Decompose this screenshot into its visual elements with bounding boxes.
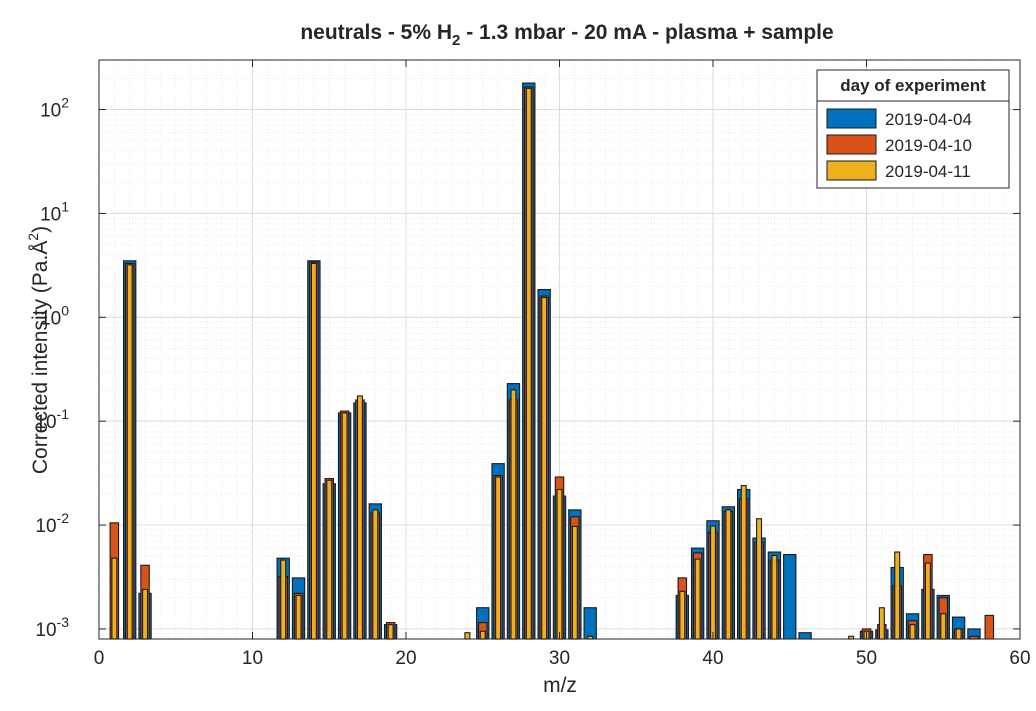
bar-2019-04-11-mz-15 (326, 479, 333, 640)
y-tick-label: 101 (40, 198, 69, 225)
y-tick-label: 102 (40, 95, 69, 122)
bar-2019-04-11-mz-56 (955, 628, 962, 640)
bar-2019-04-11-mz-14 (310, 262, 317, 640)
x-tick-label: 0 (94, 648, 105, 669)
x-tick-label: 40 (702, 648, 723, 669)
y-axis-label-superscript: 2 (25, 233, 41, 241)
bar-2019-04-11-mz-44 (771, 554, 778, 640)
x-tick-label: 10 (242, 648, 263, 669)
bar-2019-04-11-mz-12 (280, 559, 287, 640)
bar-2019-04-11-mz-2 (126, 264, 133, 640)
y-axis-label: Corrected intensity (Pa.Å2) (25, 226, 52, 474)
bar-2019-04-11-mz-31 (571, 525, 578, 640)
bar-2019-04-04-mz-32 (583, 607, 597, 640)
bar-2019-04-11-mz-40 (709, 525, 717, 640)
bar-2019-04-11-mz-28 (525, 87, 532, 640)
bar-2019-04-11-mz-29 (541, 296, 548, 640)
bar-2019-04-11-mz-52 (894, 551, 901, 640)
x-tick-label: 30 (549, 648, 570, 669)
bar-2019-04-11-mz-53 (909, 624, 916, 640)
bar-2019-04-11-mz-42 (740, 485, 747, 640)
bar-2019-04-11-mz-13 (295, 594, 302, 640)
legend-swatch-2019-04-11 (826, 160, 877, 181)
bar-2019-04-11-mz-27 (510, 389, 517, 640)
bar-2019-04-11-mz-3 (142, 588, 149, 640)
y-tick-label: 10-2 (35, 510, 69, 537)
bar-2019-04-11-mz-24 (464, 632, 471, 640)
x-tick-label: 50 (856, 648, 877, 669)
legend-swatch-2019-04-04 (826, 108, 877, 129)
chart-title-subscript: 2 (452, 32, 460, 49)
bar-2019-04-04-mz-46 (798, 632, 812, 640)
bar-2019-04-11-mz-39 (694, 558, 701, 640)
bar-2019-04-11-mz-51 (878, 607, 885, 640)
bar-2019-04-11-mz-38 (679, 590, 686, 640)
bar-2019-04-04-mz-45 (783, 554, 797, 640)
x-axis-label: m/z (543, 674, 577, 697)
x-tick-label: 20 (395, 648, 416, 669)
bar-2019-04-11-mz-41 (725, 509, 732, 640)
bar-2019-04-11-mz-26 (495, 476, 502, 640)
bar-2019-04-11-mz-17 (356, 395, 363, 640)
legend-entry-2019-04-04: 2019-04-04 (885, 110, 972, 129)
chart-title: neutrals - 5% H2 - 1.3 mbar - 20 mA - pl… (300, 21, 833, 49)
bar-2019-04-11-mz-18 (372, 509, 379, 640)
bar-2019-04-11-mz-25 (479, 630, 486, 640)
y-tick-label: 10-3 (35, 614, 69, 641)
bar-2019-04-11-mz-54 (924, 562, 931, 640)
legend-title: day of experiment (840, 76, 986, 95)
bar-2019-04-11-mz-1 (111, 557, 118, 640)
legend: day of experiment 2019-04-04 2019-04-10 201… (816, 69, 1010, 189)
legend-swatch-2019-04-10 (826, 134, 877, 155)
legend-entry-2019-04-10: 2019-04-10 (885, 136, 972, 155)
bar-2019-04-11-mz-16 (341, 412, 348, 640)
bar-2019-04-11-mz-19 (387, 624, 394, 640)
legend-entry-2019-04-11: 2019-04-11 (885, 162, 971, 181)
bar-2019-04-11-mz-30 (556, 488, 563, 640)
bar-2019-04-11-mz-43 (756, 518, 763, 640)
x-tick-label: 60 (1009, 648, 1030, 669)
bar-2019-04-11-mz-55 (940, 613, 947, 640)
x-axis: 0 10 20 30 40 50 60 (94, 60, 1031, 669)
bar-2019-04-10-mz-58 (984, 614, 995, 640)
